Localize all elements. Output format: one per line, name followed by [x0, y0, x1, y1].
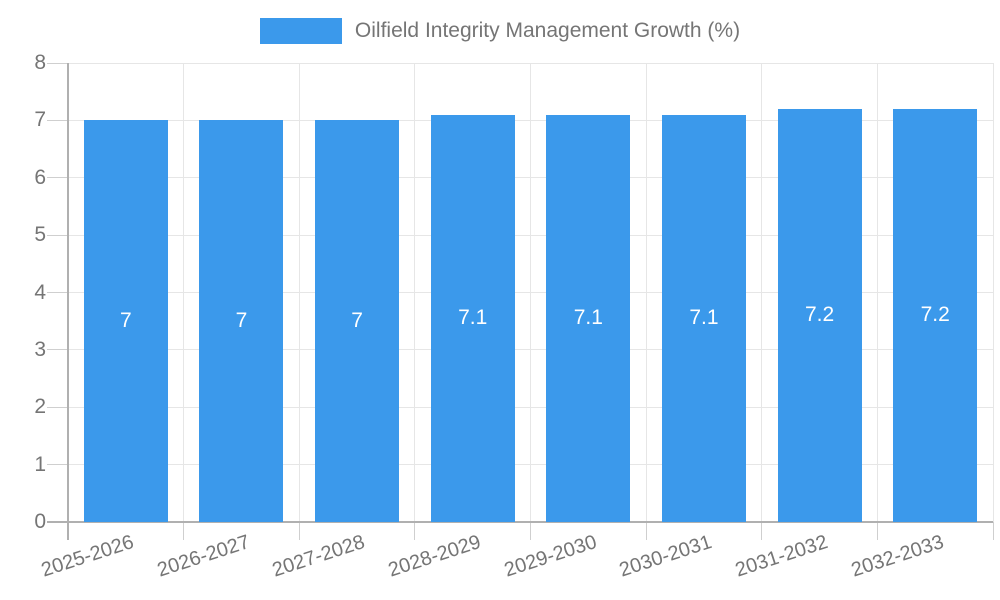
- bar: [893, 108, 978, 522]
- y-axis-tick: [47, 349, 68, 351]
- bar: [430, 114, 515, 522]
- y-axis-label: 6: [34, 165, 46, 189]
- gridline: [530, 63, 531, 522]
- x-axis-tick: [530, 522, 531, 540]
- x-axis-label: 2026-2027: [154, 531, 253, 582]
- x-axis-tick: [761, 522, 763, 540]
- x-axis-label: 2029-2030: [501, 531, 600, 582]
- y-axis-tick: [47, 62, 68, 64]
- y-axis-label: 7: [34, 108, 46, 132]
- bar: [777, 108, 862, 522]
- y-axis-label: 8: [34, 51, 46, 74]
- gridline: [992, 63, 994, 522]
- bar-value-label: 7.1: [573, 306, 603, 330]
- x-axis-tick: [992, 522, 994, 540]
- bar-value-label: 7.2: [804, 303, 835, 327]
- x-axis-tick: [183, 522, 185, 540]
- bar: [315, 120, 400, 522]
- legend-swatch: [259, 18, 342, 44]
- bar-value-label: 7.1: [458, 306, 488, 330]
- y-axis-tick: [47, 292, 68, 293]
- x-axis-tick: [414, 522, 416, 540]
- bar: [661, 114, 746, 522]
- gridline: [876, 63, 878, 522]
- bar-value-label: 7: [119, 309, 132, 333]
- x-axis-tick: [645, 522, 647, 540]
- y-axis-label: 0: [34, 510, 46, 533]
- bar-value-label: 7: [235, 309, 248, 333]
- bar-value-label: 7: [351, 309, 363, 333]
- gridline: [645, 63, 647, 522]
- x-axis-label: 2030-2031: [616, 531, 715, 582]
- y-axis-line: [67, 63, 69, 540]
- y-axis-tick: [47, 464, 68, 466]
- x-axis-label: 2028-2029: [385, 531, 484, 582]
- x-axis-line: [47, 521, 993, 523]
- y-axis-tick: [47, 406, 68, 408]
- bar: [546, 114, 631, 522]
- gridline: [298, 63, 300, 522]
- legend-label: Oilfield Integrity Management Growth (%): [354, 19, 741, 42]
- y-axis-label: 4: [34, 280, 46, 304]
- y-axis-tick: [47, 177, 68, 179]
- chart-legend[interactable]: Oilfield Integrity Management Growth (%): [0, 16, 1000, 46]
- bar-value-label: 7.1: [689, 306, 719, 330]
- x-axis-label: 2031-2032: [732, 531, 831, 582]
- bar: [83, 120, 168, 522]
- gridline: [761, 63, 763, 522]
- y-axis-label: 2: [34, 395, 46, 419]
- x-axis-label: 2025-2026: [38, 531, 137, 582]
- gridline: [183, 63, 185, 522]
- x-axis-tick: [298, 522, 300, 540]
- bar: [199, 120, 284, 522]
- x-axis-tick: [876, 522, 878, 540]
- y-axis-label: 5: [34, 223, 46, 247]
- y-axis-tick: [47, 119, 68, 121]
- y-axis-label: 3: [34, 337, 46, 361]
- y-axis-tick: [47, 234, 68, 236]
- y-axis-label: 1: [34, 452, 46, 476]
- gridline: [414, 63, 416, 522]
- bar-value-label: 7.2: [920, 303, 950, 327]
- x-axis-label: 2032-2033: [848, 531, 946, 582]
- x-axis-label: 2027-2028: [270, 531, 368, 582]
